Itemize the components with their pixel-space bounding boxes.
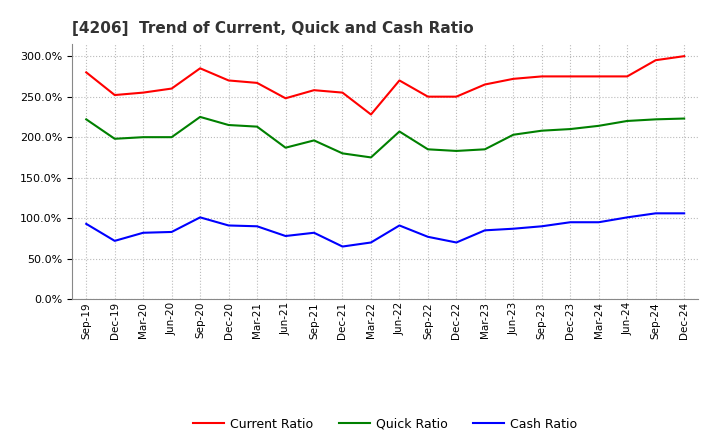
Cash Ratio [395,223,404,228]
Cash Ratio [110,238,119,243]
Cash Ratio [82,221,91,227]
Quick Ratio [395,129,404,134]
Cash Ratio [366,240,375,245]
Quick Ratio [282,145,290,150]
Current Ratio [652,58,660,63]
Current Ratio [680,54,688,59]
Quick Ratio [480,147,489,152]
Current Ratio [595,74,603,79]
Current Ratio [452,94,461,99]
Current Ratio [110,92,119,98]
Text: [4206]  Trend of Current, Quick and Cash Ratio: [4206] Trend of Current, Quick and Cash … [72,21,474,36]
Cash Ratio [566,220,575,225]
Current Ratio [196,66,204,71]
Cash Ratio [537,224,546,229]
Current Ratio [167,86,176,91]
Cash Ratio [225,223,233,228]
Current Ratio [225,78,233,83]
Cash Ratio [196,215,204,220]
Quick Ratio [253,124,261,129]
Quick Ratio [423,147,432,152]
Line: Quick Ratio: Quick Ratio [86,117,684,158]
Current Ratio [395,78,404,83]
Current Ratio [310,88,318,93]
Quick Ratio [566,126,575,132]
Quick Ratio [82,117,91,122]
Cash Ratio [167,229,176,235]
Quick Ratio [509,132,518,137]
Current Ratio [139,90,148,95]
Quick Ratio [366,155,375,160]
Quick Ratio [139,135,148,140]
Current Ratio [480,82,489,87]
Quick Ratio [537,128,546,133]
Quick Ratio [680,116,688,121]
Cash Ratio [139,230,148,235]
Line: Current Ratio: Current Ratio [86,56,684,114]
Current Ratio [82,70,91,75]
Cash Ratio [652,211,660,216]
Current Ratio [623,74,631,79]
Current Ratio [282,95,290,101]
Quick Ratio [452,148,461,154]
Current Ratio [366,112,375,117]
Quick Ratio [595,123,603,128]
Cash Ratio [680,211,688,216]
Quick Ratio [196,114,204,120]
Cash Ratio [423,234,432,239]
Cash Ratio [623,215,631,220]
Cash Ratio [452,240,461,245]
Current Ratio [509,76,518,81]
Quick Ratio [623,118,631,124]
Cash Ratio [338,244,347,249]
Quick Ratio [310,138,318,143]
Cash Ratio [253,224,261,229]
Current Ratio [423,94,432,99]
Quick Ratio [167,135,176,140]
Cash Ratio [310,230,318,235]
Legend: Current Ratio, Quick Ratio, Cash Ratio: Current Ratio, Quick Ratio, Cash Ratio [188,413,582,436]
Cash Ratio [282,233,290,238]
Current Ratio [566,74,575,79]
Current Ratio [253,80,261,85]
Quick Ratio [110,136,119,141]
Current Ratio [338,90,347,95]
Quick Ratio [225,122,233,128]
Cash Ratio [480,227,489,233]
Quick Ratio [338,151,347,156]
Cash Ratio [509,226,518,231]
Line: Cash Ratio: Cash Ratio [86,213,684,246]
Quick Ratio [652,117,660,122]
Cash Ratio [595,220,603,225]
Current Ratio [537,74,546,79]
